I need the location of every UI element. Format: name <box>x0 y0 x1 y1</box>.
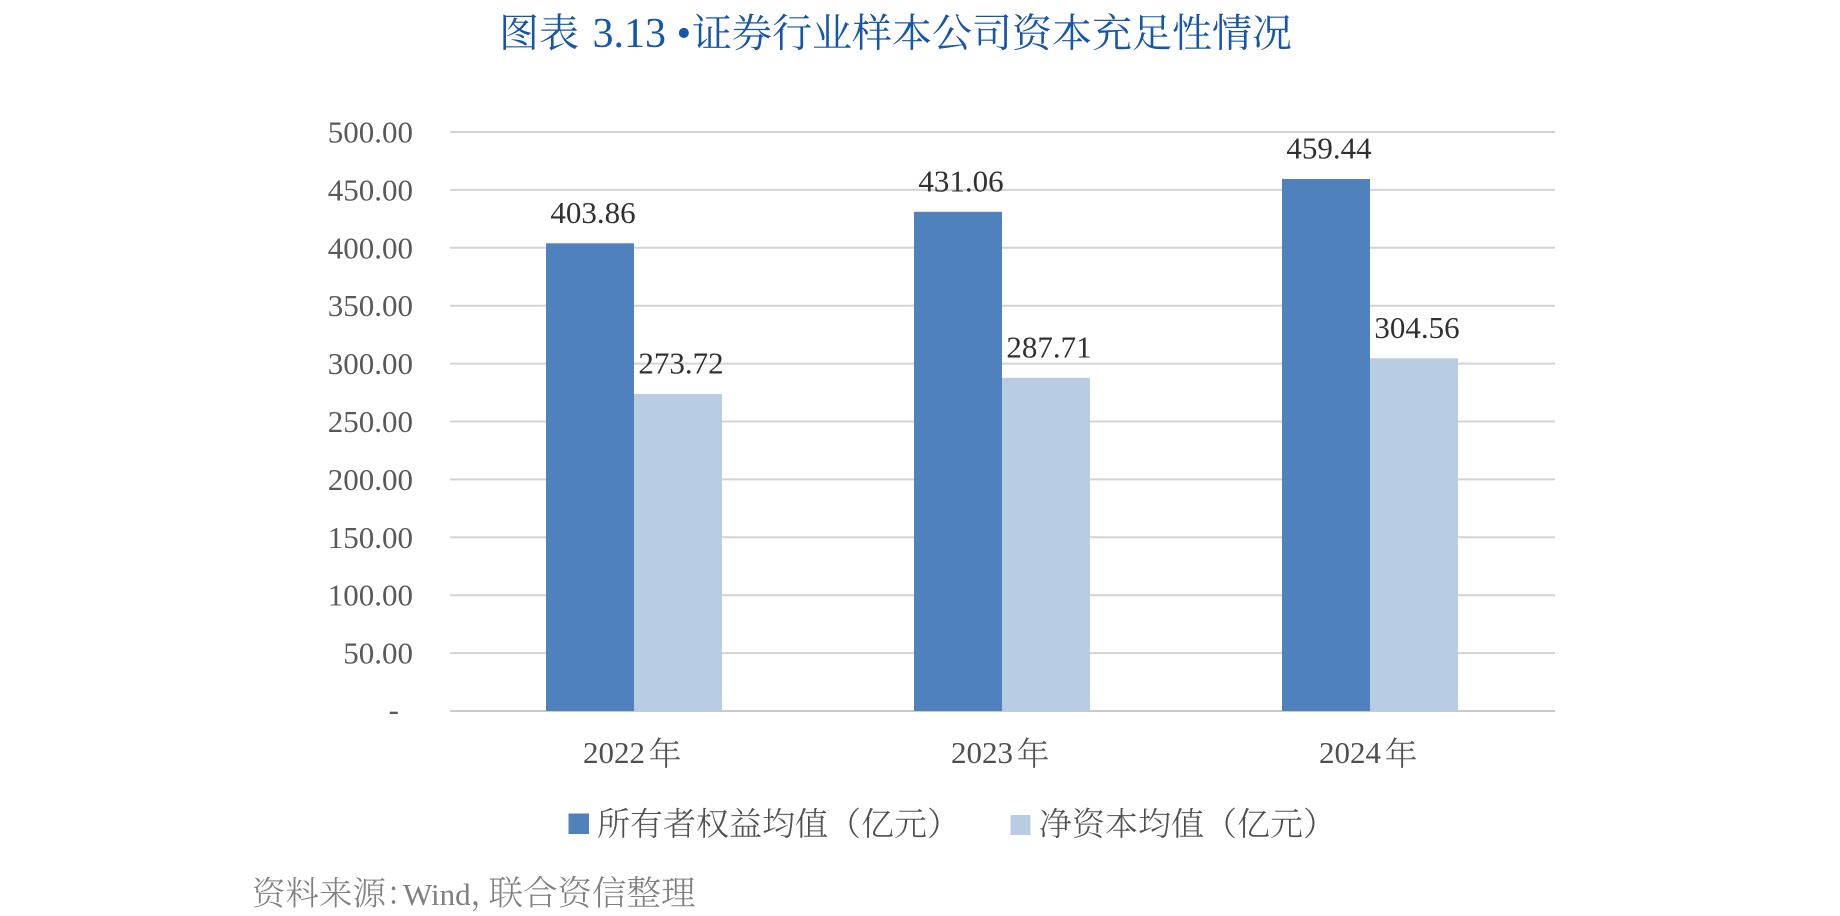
svg-text:150.00: 150.00 <box>328 520 413 555</box>
svg-text:2023: 2023 <box>951 735 1013 770</box>
svg-text:3.13 •: 3.13 • <box>593 11 692 57</box>
svg-text:500.00: 500.00 <box>328 115 413 150</box>
svg-text:Wind: Wind <box>403 877 471 912</box>
svg-text:459.44: 459.44 <box>1286 131 1372 166</box>
svg-text:400.00: 400.00 <box>328 230 413 265</box>
svg-text:2022: 2022 <box>583 735 645 770</box>
svg-text:50.00: 50.00 <box>343 636 413 671</box>
svg-text:200.00: 200.00 <box>328 462 413 497</box>
svg-text:2024: 2024 <box>1319 735 1382 770</box>
svg-text:403.86: 403.86 <box>550 195 635 230</box>
svg-text:250.00: 250.00 <box>328 404 413 439</box>
svg-text:-: - <box>389 692 399 727</box>
svg-text:304.56: 304.56 <box>1374 310 1459 345</box>
svg-text:273.72: 273.72 <box>638 346 723 381</box>
svg-text:100.00: 100.00 <box>328 578 413 613</box>
svg-text:350.00: 350.00 <box>328 288 413 323</box>
svg-text:287.71: 287.71 <box>1006 329 1091 364</box>
svg-text:300.00: 300.00 <box>328 346 413 381</box>
svg-text:431.06: 431.06 <box>918 163 1003 198</box>
svg-text:450.00: 450.00 <box>328 172 413 207</box>
